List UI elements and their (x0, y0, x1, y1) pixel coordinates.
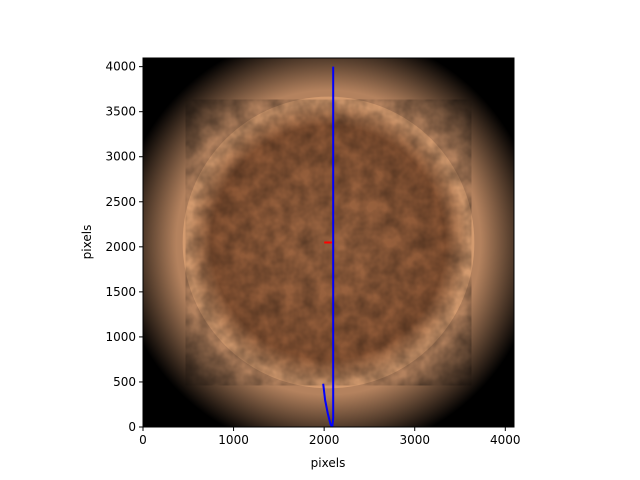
x-tick-label: 0 (139, 433, 147, 447)
y-tick-label: 0 (128, 420, 136, 434)
y-axis-label: pixels (80, 225, 94, 260)
x-axis: 0 1000 2000 3000 4000 (139, 427, 521, 447)
y-axis: 0 500 1000 1500 2000 2500 3000 3500 4000 (105, 60, 143, 434)
y-tick-label: 2500 (105, 195, 136, 209)
x-tick-label: 4000 (490, 433, 521, 447)
x-axis-label: pixels (311, 456, 346, 470)
x-tick-label: 2000 (309, 433, 340, 447)
y-tick-label: 2000 (105, 240, 136, 254)
y-tick-label: 3500 (105, 105, 136, 119)
series-line-blue (322, 66, 335, 427)
x-tick-label: 3000 (399, 433, 430, 447)
x-tick-label: 1000 (218, 433, 249, 447)
series-layer (322, 66, 335, 427)
y-tick-label: 3000 (105, 150, 136, 164)
y-tick-label: 1000 (105, 330, 136, 344)
y-tick-label: 4000 (105, 60, 136, 74)
axes-frame (142, 57, 515, 428)
y-tick-label: 1500 (105, 285, 136, 299)
y-tick-label: 500 (113, 375, 136, 389)
